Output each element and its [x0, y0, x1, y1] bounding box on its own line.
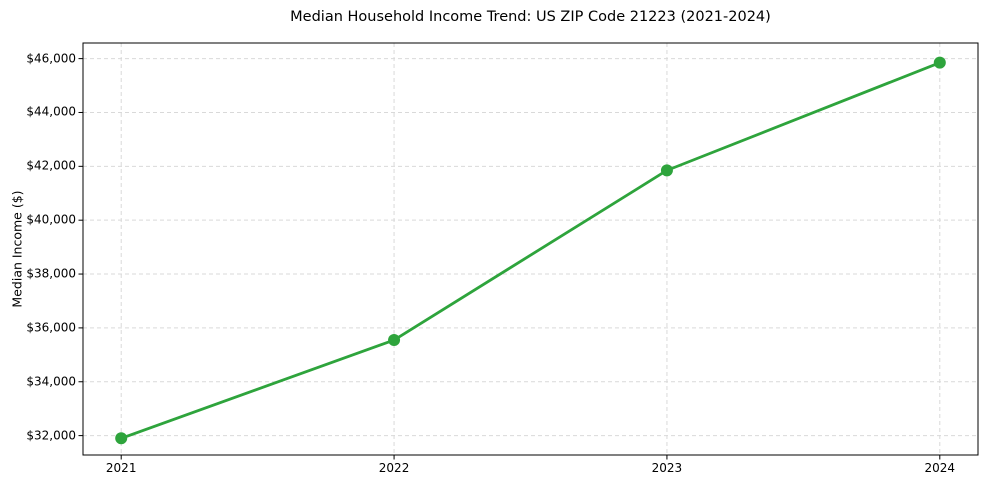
y-tick-label: $38,000 [26, 266, 76, 281]
y-tick-label: $44,000 [26, 104, 76, 119]
y-tick-label: $40,000 [26, 212, 76, 227]
x-tick-label: 2021 [105, 461, 137, 475]
y-tick-label: $34,000 [26, 374, 76, 389]
chart-title: Median Household Income Trend: US ZIP Co… [290, 9, 771, 25]
y-tick-label: $46,000 [26, 51, 76, 66]
data-point-marker [933, 56, 946, 69]
x-tick-label: 2022 [378, 461, 410, 475]
data-point-marker [115, 432, 128, 445]
x-tick-label: 2024 [924, 461, 956, 475]
y-tick-label: $32,000 [26, 428, 76, 443]
data-point-marker [660, 164, 673, 177]
x-tick-label: 2023 [651, 461, 683, 475]
y-tick-label: $42,000 [26, 158, 76, 173]
line-series [119, 61, 942, 440]
y-tick-label: $36,000 [26, 320, 76, 335]
plot-border [82, 42, 979, 456]
data-point-marker [388, 334, 401, 347]
